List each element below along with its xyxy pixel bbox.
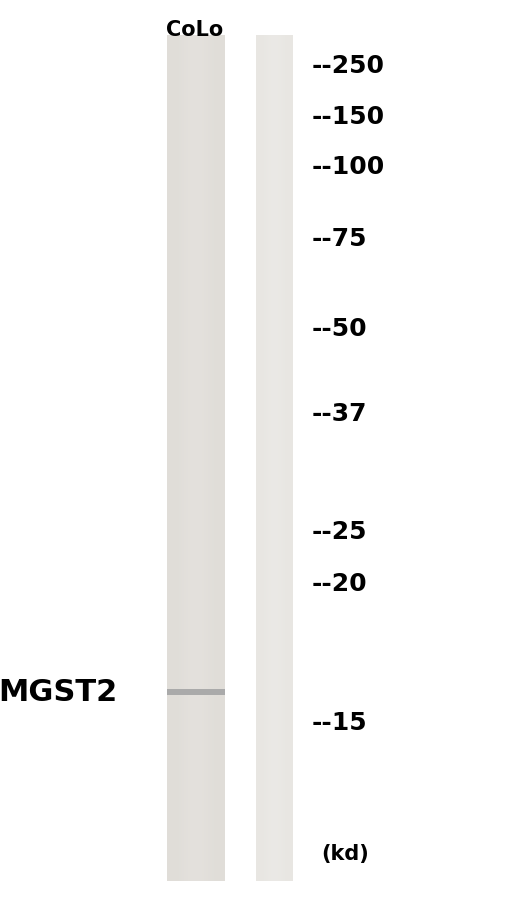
Bar bbox=[280, 35, 282, 881]
Bar bbox=[259, 35, 260, 881]
Bar bbox=[169, 35, 171, 881]
Bar bbox=[190, 35, 192, 881]
Text: CoLo: CoLo bbox=[166, 20, 223, 40]
Bar bbox=[182, 35, 184, 881]
Text: --15: --15 bbox=[311, 711, 366, 735]
Bar bbox=[219, 35, 221, 881]
Bar bbox=[211, 35, 213, 881]
Bar bbox=[204, 35, 206, 881]
Bar bbox=[255, 35, 256, 881]
Bar bbox=[173, 35, 174, 881]
Bar bbox=[282, 35, 283, 881]
Bar bbox=[221, 35, 223, 881]
Bar bbox=[213, 35, 215, 881]
Bar bbox=[260, 35, 262, 881]
Bar bbox=[268, 35, 269, 881]
Bar bbox=[223, 35, 225, 881]
Text: MGST2: MGST2 bbox=[0, 677, 118, 707]
Bar bbox=[270, 35, 272, 881]
Bar bbox=[278, 35, 279, 881]
Bar bbox=[217, 35, 219, 881]
Bar bbox=[283, 35, 284, 881]
Text: --50: --50 bbox=[311, 317, 366, 341]
Bar bbox=[171, 35, 173, 881]
Bar bbox=[215, 35, 217, 881]
Bar bbox=[207, 35, 209, 881]
Bar bbox=[176, 35, 178, 881]
Bar bbox=[277, 35, 278, 881]
Bar bbox=[184, 35, 186, 881]
Bar bbox=[262, 35, 263, 881]
Text: --250: --250 bbox=[311, 54, 383, 78]
Bar bbox=[258, 35, 259, 881]
Bar bbox=[272, 35, 273, 881]
Bar bbox=[274, 35, 275, 881]
Text: --100: --100 bbox=[311, 155, 384, 179]
Text: --20: --20 bbox=[311, 572, 366, 596]
Bar bbox=[273, 35, 274, 881]
Text: (kd): (kd) bbox=[321, 844, 368, 864]
Bar bbox=[201, 35, 204, 881]
Bar bbox=[257, 35, 258, 881]
Bar bbox=[186, 35, 188, 881]
Bar bbox=[197, 35, 199, 881]
Bar bbox=[263, 35, 264, 881]
Bar bbox=[206, 35, 208, 881]
Bar bbox=[167, 35, 169, 881]
Bar bbox=[287, 35, 288, 881]
Bar bbox=[178, 35, 180, 881]
Bar bbox=[267, 35, 268, 881]
Bar bbox=[255, 35, 293, 881]
Bar bbox=[180, 35, 182, 881]
Bar bbox=[192, 35, 194, 881]
Bar bbox=[167, 689, 225, 696]
Text: --75: --75 bbox=[311, 227, 366, 251]
Bar bbox=[269, 35, 270, 881]
Bar bbox=[279, 35, 280, 881]
Text: --150: --150 bbox=[311, 105, 384, 129]
Bar bbox=[209, 35, 211, 881]
Bar bbox=[284, 35, 285, 881]
Bar bbox=[285, 35, 287, 881]
Bar bbox=[292, 35, 293, 881]
Bar bbox=[194, 35, 196, 881]
Bar bbox=[265, 35, 267, 881]
Bar bbox=[264, 35, 265, 881]
Bar bbox=[290, 35, 292, 881]
Bar bbox=[199, 35, 201, 881]
Bar bbox=[188, 35, 190, 881]
Text: --37: --37 bbox=[311, 402, 366, 425]
Bar bbox=[167, 35, 225, 881]
Bar bbox=[289, 35, 290, 881]
Text: --25: --25 bbox=[311, 520, 366, 544]
Bar bbox=[275, 35, 277, 881]
Bar bbox=[196, 35, 197, 881]
Bar bbox=[174, 35, 176, 881]
Bar bbox=[288, 35, 289, 881]
